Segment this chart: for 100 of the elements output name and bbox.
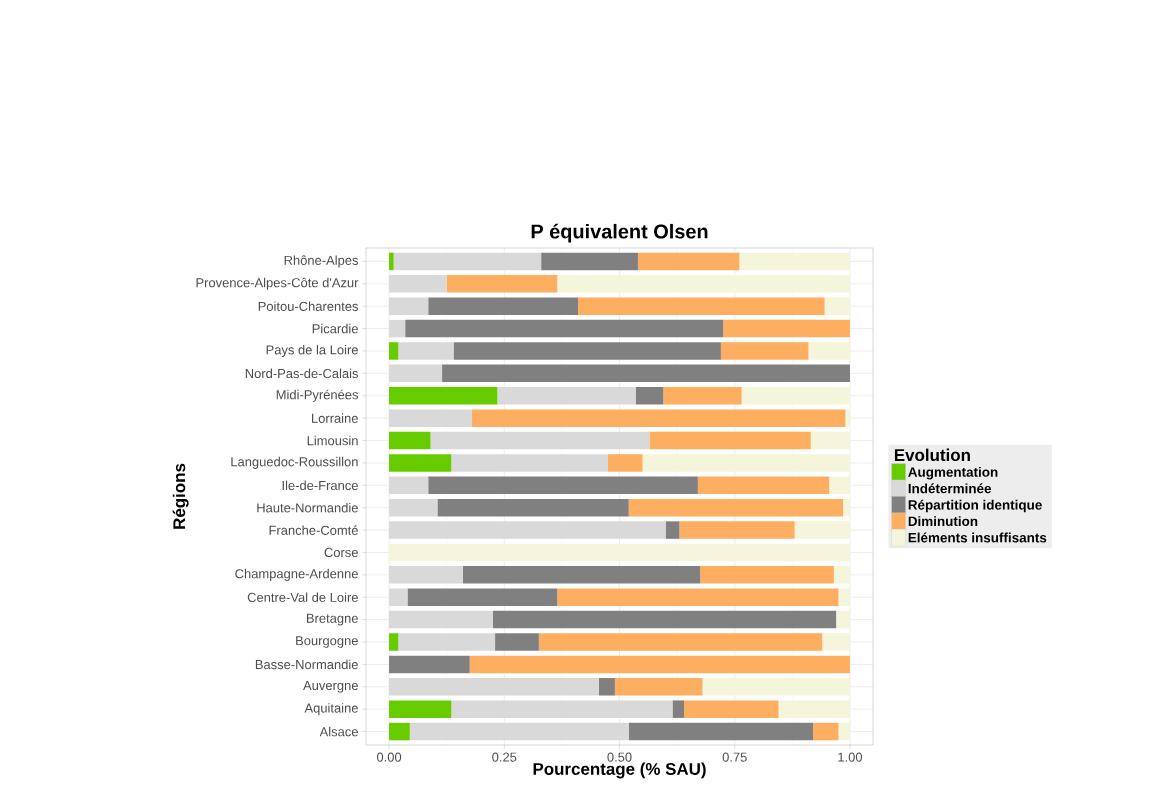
y-axis-title: Régions: [172, 463, 189, 529]
legend-label: Eléments insuffisants: [908, 532, 1047, 543]
y-tick-label: Picardie: [312, 323, 358, 334]
x-tick-label: 0.25: [492, 752, 517, 762]
bar: [389, 722, 410, 741]
y-tick-label: Provence-Alpes-Côte d'Azur: [196, 277, 359, 290]
bar: [672, 700, 685, 718]
bar: [684, 700, 779, 718]
y-tick-label: Lorraine: [312, 413, 358, 423]
x-tick-label: 0.00: [376, 752, 402, 762]
bar: [679, 521, 795, 539]
bar: [453, 342, 721, 360]
bar: [739, 252, 850, 271]
bar: [446, 275, 558, 293]
y-tick-label: Champagne-Ardenne: [235, 568, 358, 581]
bar: [538, 633, 823, 651]
bar: [430, 431, 650, 450]
bar: [472, 409, 846, 427]
y-tick-label: Poitou-Charentes: [258, 301, 359, 311]
bar: [442, 364, 850, 383]
bar: [808, 342, 850, 360]
bar: [649, 431, 811, 450]
bar: [578, 297, 825, 315]
bar: [389, 543, 850, 562]
bar: [607, 454, 643, 472]
bar: [497, 387, 636, 405]
bar: [637, 252, 740, 271]
bar: [794, 521, 850, 539]
bar: [700, 566, 834, 584]
y-tick-label: Haute-Normandie: [257, 502, 358, 513]
bar: [829, 476, 850, 495]
bar: [451, 454, 608, 472]
x-axis-title: Pourcentage (% SAU): [533, 762, 706, 779]
bar: [628, 722, 814, 741]
bar: [557, 588, 839, 606]
y-tick-label: Midi-Pyrénées: [276, 389, 359, 402]
bar: [389, 252, 394, 271]
bar: [628, 498, 844, 517]
bar: [428, 297, 579, 315]
legend-label: Répartition identique: [908, 499, 1042, 513]
y-tick-label: Corse: [324, 547, 358, 558]
bar: [663, 387, 742, 405]
bar: [428, 476, 698, 495]
bar: [824, 297, 850, 315]
bar: [836, 610, 850, 629]
bar: [389, 655, 470, 674]
legend-label: Indéterminée: [908, 483, 992, 494]
bar: [409, 722, 629, 741]
bar: [389, 454, 452, 472]
y-tick-label: Limousin: [307, 435, 358, 446]
bar: [557, 275, 850, 293]
x-tick-label: 0.75: [722, 752, 747, 762]
y-tick-label: Basse-Normandie: [255, 659, 358, 670]
bar: [492, 610, 837, 629]
bar: [702, 678, 850, 696]
legend-title: Evolution: [894, 448, 970, 462]
bar: [407, 588, 558, 606]
bar: [843, 498, 850, 517]
bar: [389, 633, 399, 651]
legend-label: Augmentation: [908, 466, 998, 480]
bar: [389, 387, 498, 405]
bar: [723, 319, 850, 338]
y-tick-label: Bourgogne: [296, 636, 358, 648]
bar: [462, 566, 701, 584]
y-tick-label: Aquitaine: [304, 703, 358, 716]
bar: [389, 700, 452, 718]
bar: [437, 498, 629, 517]
y-tick-label: Auvergne: [303, 680, 358, 693]
bar: [495, 633, 539, 651]
bar: [642, 454, 850, 472]
y-tick-label: Pays de la Loire: [266, 344, 358, 358]
y-tick-label: Alsace: [319, 726, 358, 737]
y-tick-label: Bretagne: [306, 613, 358, 626]
bar: [541, 252, 638, 271]
bar: [451, 700, 673, 718]
y-tick-label: Franche-Comté: [269, 525, 358, 535]
bar: [405, 319, 724, 338]
bar: [389, 431, 431, 450]
bar: [665, 521, 680, 539]
bar: [614, 678, 703, 696]
bar: [598, 678, 615, 696]
y-tick-label: Centre-Val de Loire: [247, 592, 358, 602]
bar: [838, 722, 850, 741]
bar: [833, 566, 850, 584]
y-tick-label: Rhône-Alpes: [284, 255, 359, 268]
bar: [635, 387, 664, 405]
y-tick-label: Languedoc-Roussillon: [231, 456, 358, 469]
bar: [720, 342, 809, 360]
bar: [393, 252, 542, 271]
x-tick-label: 0.50: [607, 752, 632, 762]
bar: [389, 342, 399, 360]
chart-title: P équivalent Olsen: [531, 223, 708, 243]
bar: [838, 588, 850, 606]
x-tick-label: 1.00: [838, 752, 863, 762]
bar: [822, 633, 850, 651]
bar: [845, 409, 850, 427]
legend-label: Diminution: [908, 516, 978, 527]
bar: [778, 700, 850, 718]
bar: [810, 431, 850, 450]
y-tick-label: Ile-de-France: [282, 480, 358, 491]
